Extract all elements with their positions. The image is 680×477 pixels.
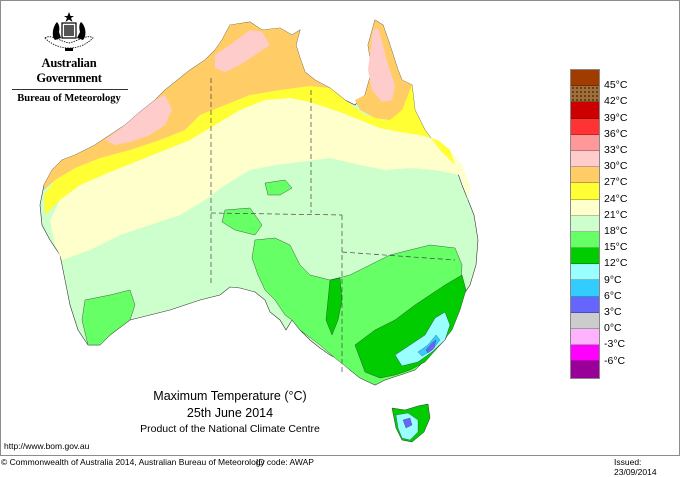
copyright-text: © Commonwealth of Australia 2014, Austra… — [1, 457, 265, 467]
zone-30-33-top-end — [215, 30, 270, 72]
temperature-legend — [570, 69, 600, 379]
zone-30-33-cape-york — [368, 28, 395, 102]
legend-swatch — [571, 329, 599, 346]
legend-swatch — [571, 118, 599, 135]
zone-27-30 — [44, 22, 330, 190]
legend-swatch — [571, 361, 599, 378]
legend-label: -6°C — [604, 354, 626, 367]
logo-divider — [12, 89, 128, 90]
zone-24-27 — [44, 80, 455, 215]
zone-15-18-center — [221, 207, 263, 236]
legend-label: 27°C — [604, 176, 628, 189]
legend-swatch — [571, 296, 599, 313]
legend-swatch — [571, 70, 599, 87]
government-name: Australian Government — [36, 56, 102, 85]
legend-swatch — [571, 183, 599, 200]
bureau-name: Bureau of Meteorology — [17, 93, 121, 104]
legend-label: 45°C — [604, 79, 628, 92]
legend-label: -3°C — [604, 338, 626, 351]
australia-temperature-map — [39, 19, 479, 443]
map-titles: Maximum Temperature (°C) 25th June 2014 … — [115, 389, 345, 435]
legend-swatch — [571, 345, 599, 362]
issued-date: Issued: 23/09/2014 — [614, 457, 657, 477]
legend-label: 36°C — [604, 127, 628, 140]
legend-label: 24°C — [604, 192, 628, 205]
zone-12-15-vic — [354, 274, 467, 379]
legend-swatch — [571, 248, 599, 265]
legend-label: 12°C — [604, 257, 628, 270]
legend-swatch — [571, 150, 599, 168]
state-borders — [210, 78, 456, 372]
map-title: Maximum Temperature (°C) — [153, 389, 307, 403]
legend-label: 15°C — [604, 241, 628, 254]
legend-label: 0°C — [604, 322, 622, 335]
legend-swatch — [571, 102, 599, 119]
legend-label: 9°C — [604, 273, 622, 286]
zone-3-6-alps — [425, 339, 437, 354]
legend-swatch — [571, 280, 599, 297]
zone-6-9-alps — [417, 334, 441, 357]
zone-9-12-alps — [394, 311, 451, 367]
legend-swatch — [571, 134, 599, 151]
legend-swatch — [571, 215, 599, 232]
government-logo: Australian Government Bureau of Meteorol… — [8, 10, 130, 104]
zone-12-15-sa-strip — [325, 277, 343, 336]
legend-label: 33°C — [604, 144, 628, 156]
legend-swatch — [571, 264, 599, 281]
zone-30-33-kimberley — [105, 95, 172, 145]
zone-15-18-southwest — [81, 289, 136, 346]
map-date: 25th June 2014 — [186, 406, 274, 420]
zone-15-18-blob — [264, 179, 293, 196]
zone-21-24 — [50, 98, 470, 260]
map-product: Product of the National Climate Centre — [140, 423, 320, 435]
legend-swatch — [571, 231, 599, 249]
id-code: ID code: AWAP — [256, 457, 314, 467]
coat-of-arms-icon — [44, 12, 94, 51]
legend-label: 18°C — [604, 225, 628, 237]
legend-label: 6°C — [604, 289, 622, 302]
legend-swatch — [571, 312, 599, 329]
legend-label: 39°C — [604, 111, 628, 124]
legend-label: 3°C — [604, 306, 622, 318]
tasmania-blue — [402, 417, 413, 429]
legend-swatch — [571, 86, 599, 103]
legend-swatch — [571, 199, 599, 216]
bom-url-link[interactable]: http://www.bom.gov.au — [4, 441, 90, 451]
legend-label: 21°C — [604, 208, 628, 221]
legend-swatch — [571, 167, 599, 184]
legend-label: 30°C — [604, 160, 628, 173]
legend-label: 42°C — [604, 95, 628, 108]
